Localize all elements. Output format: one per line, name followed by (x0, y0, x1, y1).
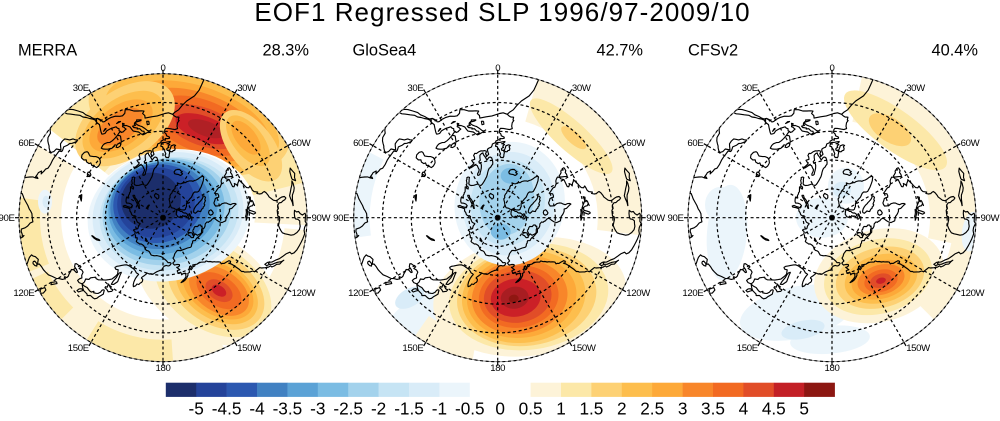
svg-text:-1.5: -1.5 (394, 399, 424, 417)
svg-text:90E: 90E (0, 213, 15, 224)
svg-text:150W: 150W (572, 343, 597, 354)
svg-text:150E: 150E (737, 343, 758, 354)
svg-text:120E: 120E (348, 288, 369, 299)
svg-text:-3.5: -3.5 (273, 399, 303, 417)
svg-text:0: 0 (495, 63, 500, 74)
svg-text:60E: 60E (687, 138, 703, 149)
svg-text:150W: 150W (906, 343, 931, 354)
svg-text:EOF1 Regressed SLP 1996/97-200: EOF1 Regressed SLP 1996/97-2009/10 (254, 0, 750, 27)
svg-text:30E: 30E (73, 83, 89, 94)
svg-text:150W: 150W (237, 343, 262, 354)
svg-text:180: 180 (825, 363, 840, 374)
svg-text:180: 180 (156, 363, 171, 374)
svg-text:-4.5: -4.5 (212, 399, 242, 417)
svg-text:120E: 120E (13, 288, 34, 299)
svg-text:GloSea4: GloSea4 (353, 42, 417, 60)
svg-text:90W: 90W (312, 213, 332, 224)
svg-text:-2.5: -2.5 (333, 399, 363, 417)
svg-text:2: 2 (617, 399, 627, 417)
svg-text:1.5: 1.5 (579, 399, 603, 417)
svg-text:0: 0 (495, 399, 505, 417)
svg-text:3.5: 3.5 (701, 399, 725, 417)
svg-text:28.3%: 28.3% (263, 42, 309, 60)
svg-text:1: 1 (556, 399, 566, 417)
svg-text:60W: 60W (961, 138, 981, 149)
svg-text:120W: 120W (626, 288, 651, 299)
svg-text:150E: 150E (402, 343, 423, 354)
svg-text:30E: 30E (742, 83, 758, 94)
svg-text:5: 5 (799, 399, 809, 417)
svg-text:42.7%: 42.7% (597, 42, 643, 60)
svg-text:0: 0 (161, 63, 166, 74)
svg-text:30W: 30W (237, 83, 257, 94)
svg-text:120W: 120W (961, 288, 986, 299)
svg-text:120E: 120E (682, 288, 703, 299)
svg-text:90E: 90E (333, 213, 349, 224)
svg-text:60W: 60W (626, 138, 646, 149)
svg-text:90W: 90W (646, 213, 666, 224)
svg-text:60W: 60W (292, 138, 312, 149)
svg-text:-5: -5 (189, 399, 204, 417)
svg-text:40.4%: 40.4% (932, 42, 978, 60)
svg-text:150E: 150E (68, 343, 89, 354)
svg-text:30W: 30W (906, 83, 926, 94)
svg-text:MERRA: MERRA (18, 42, 77, 60)
svg-text:4: 4 (739, 399, 749, 417)
svg-text:2.5: 2.5 (640, 399, 664, 417)
svg-text:-4: -4 (249, 399, 265, 417)
svg-text:60E: 60E (18, 138, 34, 149)
svg-text:90E: 90E (667, 213, 683, 224)
svg-text:0.5: 0.5 (519, 399, 543, 417)
svg-text:30E: 30E (407, 83, 423, 94)
svg-text:90W: 90W (981, 213, 1000, 224)
svg-text:-2: -2 (371, 399, 386, 417)
svg-text:-0.5: -0.5 (455, 399, 485, 417)
svg-text:CFSv2: CFSv2 (688, 42, 738, 60)
svg-text:-3: -3 (310, 399, 325, 417)
svg-text:180: 180 (490, 363, 505, 374)
svg-text:60E: 60E (353, 138, 369, 149)
svg-text:3: 3 (678, 399, 688, 417)
svg-text:0: 0 (830, 63, 835, 74)
svg-text:4.5: 4.5 (762, 399, 786, 417)
svg-text:120W: 120W (292, 288, 317, 299)
svg-text:-1: -1 (432, 399, 447, 417)
svg-text:30W: 30W (572, 83, 592, 94)
